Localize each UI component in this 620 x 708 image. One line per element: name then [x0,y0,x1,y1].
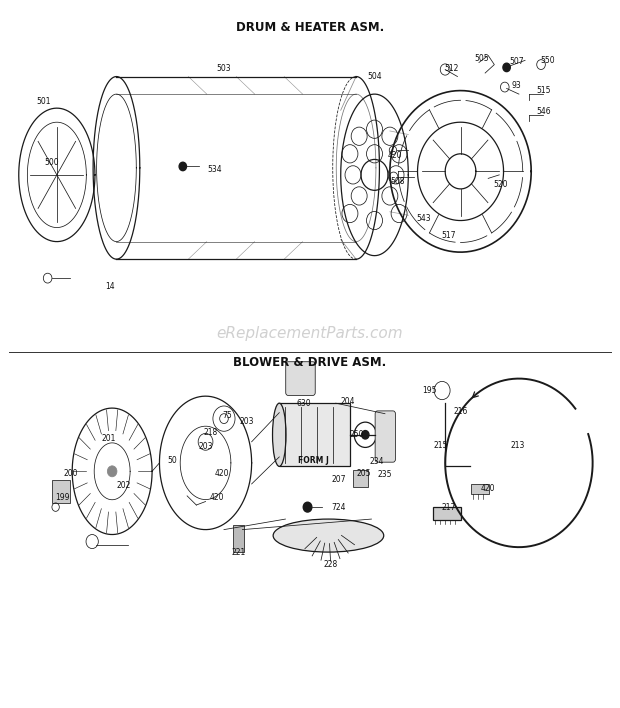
Text: 204: 204 [340,397,355,406]
Text: 501: 501 [37,96,51,105]
Bar [471,484,489,494]
Text: eReplacementParts.com: eReplacementParts.com [216,326,404,341]
Text: 235: 235 [377,470,392,479]
Text: 75: 75 [222,411,232,421]
FancyBboxPatch shape [375,411,396,462]
Text: 507: 507 [509,57,524,67]
FancyBboxPatch shape [286,362,315,396]
Text: 420: 420 [481,484,495,493]
Bar [233,525,244,552]
Text: 420: 420 [210,493,224,502]
Text: 508: 508 [391,178,405,186]
Text: 234: 234 [370,457,384,466]
Text: 517: 517 [441,232,456,241]
Text: 534: 534 [208,165,222,173]
Text: 550: 550 [540,56,554,65]
Bar [433,507,461,520]
Text: 213: 213 [510,441,525,450]
Text: 215: 215 [433,441,448,450]
Text: 724: 724 [331,503,345,512]
Bar [353,470,368,488]
Text: DRUM & HEATER ASM.: DRUM & HEATER ASM. [236,21,384,34]
Text: 503: 503 [216,64,231,74]
Text: 512: 512 [444,64,459,74]
Text: 200: 200 [63,469,78,478]
Text: 205: 205 [356,469,371,478]
Text: 216: 216 [453,407,467,416]
Text: 202: 202 [117,481,131,490]
Text: 420: 420 [388,152,402,161]
Text: 203: 203 [198,442,213,451]
Text: 218: 218 [203,428,218,437]
Text: 14: 14 [105,282,115,291]
Text: 420: 420 [215,469,229,478]
Circle shape [107,466,117,476]
Text: BLOWER & DRIVE ASM.: BLOWER & DRIVE ASM. [233,356,387,369]
Text: 228: 228 [324,560,338,569]
Text: 504: 504 [367,72,382,81]
Ellipse shape [273,403,286,467]
Text: 221: 221 [232,547,246,556]
Text: 505: 505 [475,55,489,64]
Bar [279,403,350,467]
Text: 195: 195 [422,386,436,395]
Text: 630: 630 [296,399,311,408]
Text: 50: 50 [167,456,177,465]
Text: 217: 217 [441,503,456,512]
Text: 500: 500 [44,158,59,166]
Text: FORM J: FORM J [298,456,329,465]
Text: 543: 543 [417,214,431,223]
Bar [52,481,70,503]
Text: 207: 207 [332,474,346,484]
Circle shape [361,430,369,439]
Text: 199: 199 [55,493,69,502]
Circle shape [503,63,510,72]
Circle shape [179,162,187,171]
Text: 203: 203 [239,417,254,426]
Text: 515: 515 [536,86,551,95]
Text: 93: 93 [512,81,521,90]
Text: 520: 520 [494,180,508,188]
Circle shape [303,502,312,512]
Text: 546: 546 [536,107,551,116]
Ellipse shape [273,519,384,552]
Text: 250: 250 [350,430,364,439]
Text: 201: 201 [101,434,116,442]
